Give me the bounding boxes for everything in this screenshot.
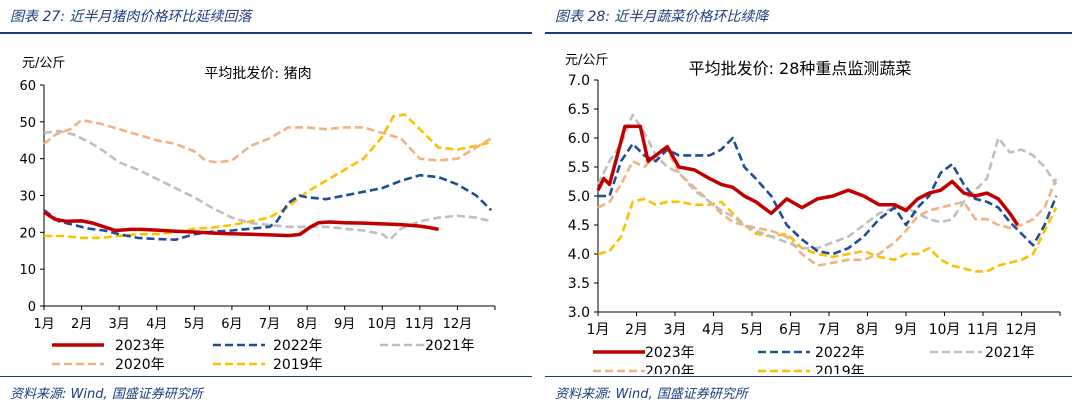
y-tick-label: 60 xyxy=(19,79,36,94)
series-line-2019年 xyxy=(44,113,492,240)
x-tick-label: 1月 xyxy=(587,322,610,338)
series-line-2021年 xyxy=(43,129,492,241)
x-tick-label: 7月 xyxy=(259,317,280,332)
y-tick-label: 6.5 xyxy=(568,102,590,118)
legend-label: 2021年 xyxy=(985,345,1035,361)
legend-label: 2022年 xyxy=(273,338,323,354)
x-tick-label: 5月 xyxy=(741,322,764,338)
y-tick-label: 4.5 xyxy=(568,218,590,234)
y-tick-label: 6.0 xyxy=(568,131,590,147)
legend-label: 2021年 xyxy=(425,338,475,354)
x-tick-label: 4月 xyxy=(146,317,167,332)
source-divider xyxy=(545,376,1072,377)
x-tick-label: 3月 xyxy=(109,317,130,332)
y-tick-label: 0 xyxy=(28,300,36,315)
x-tick-label: 9月 xyxy=(334,317,355,332)
y-tick-label: 4.0 xyxy=(568,247,590,263)
right-panel: 图表 28: 近半月蔬菜价格环比续降 平均批发价: 28种重点监测蔬菜 元/公斤 3… xyxy=(545,0,1080,409)
y-tick-label: 3.0 xyxy=(568,305,590,321)
chart-title: 平均批发价: 28种重点监测蔬菜 xyxy=(689,59,912,78)
x-tick-label: 8月 xyxy=(296,317,317,332)
x-tick-label: 11月 xyxy=(967,322,999,338)
y-tick-label: 7.0 xyxy=(568,73,590,89)
y-tick-label: 3.5 xyxy=(568,276,590,292)
y-axis-label: 元/公斤 xyxy=(22,56,65,71)
legend-label: 2020年 xyxy=(645,364,695,374)
legend-label: 2023年 xyxy=(115,338,165,354)
source-note: 资料来源: Wind, 国盛证券研究所 xyxy=(555,387,748,402)
x-tick-label: 6月 xyxy=(779,322,802,338)
figure-title: 图表 27: 近半月猪肉价格环比延续回落 xyxy=(10,9,252,25)
x-tick-label: 2月 xyxy=(625,322,648,338)
x-tick-label: 11月 xyxy=(405,317,435,332)
legend-label: 2019年 xyxy=(273,357,323,373)
series-line-2020年 xyxy=(597,148,1058,267)
x-tick-label: 6月 xyxy=(221,317,242,332)
source-note: 资料来源: Wind, 国盛证券研究所 xyxy=(10,387,203,402)
title-divider xyxy=(0,32,532,34)
pork-price-chart: 平均批发价: 猪肉 元/公斤 0 10 20 30 40 50 60 1月 2月 3月 4月 5月 6月 7月… xyxy=(19,56,496,373)
x-tick-label: 2月 xyxy=(71,317,92,332)
chart-title: 平均批发价: 猪肉 xyxy=(204,66,311,82)
legend-label: 2022年 xyxy=(815,345,865,361)
title-divider xyxy=(545,32,1072,34)
series-line-2023年 xyxy=(596,124,1020,226)
x-tick-label: 12月 xyxy=(443,317,473,332)
legend-label: 2019年 xyxy=(815,364,865,374)
legend-label: 2023年 xyxy=(645,345,695,361)
x-tick-label: 7月 xyxy=(818,322,841,338)
x-tick-label: 10月 xyxy=(929,322,961,338)
series-line-2022年 xyxy=(43,173,493,241)
series-line-2021年 xyxy=(596,113,1058,250)
x-tick-label: 8月 xyxy=(856,322,879,338)
y-tick-label: 50 xyxy=(19,116,36,131)
y-tick-label: 40 xyxy=(19,153,36,168)
figure-title: 图表 28: 近半月蔬菜价格环比续降 xyxy=(555,9,769,25)
series-line-2023年 xyxy=(43,210,439,238)
x-tick-label: 9月 xyxy=(895,322,918,338)
x-tick-label: 4月 xyxy=(702,322,725,338)
left-panel: 图表 27: 近半月猪肉价格环比延续回落 平均批发价: 猪肉 元/公斤 0 10 20 3… xyxy=(0,9,532,402)
series-line-2020年 xyxy=(43,118,492,164)
x-tick-label: 3月 xyxy=(664,322,687,338)
y-tick-label: 30 xyxy=(19,190,36,205)
legend-label: 2020年 xyxy=(115,357,165,373)
x-tick-label: 1月 xyxy=(33,317,54,332)
series-line-2019年 xyxy=(597,197,1058,273)
y-tick-label: 5.5 xyxy=(568,160,590,176)
y-tick-label: 10 xyxy=(19,263,36,278)
source-divider xyxy=(0,376,532,377)
y-axis-label: 元/公斤 xyxy=(565,53,608,68)
x-tick-label: 10月 xyxy=(367,317,397,332)
x-tick-label: 5月 xyxy=(184,317,205,332)
vegetable-price-chart: 平均批发价: 28种重点监测蔬菜 元/公斤 3.0 3.5 4.0 4.5 5.0 5.5 6.… xyxy=(565,53,1061,374)
y-tick-label: 20 xyxy=(19,226,36,241)
x-tick-label: 12月 xyxy=(1006,322,1038,338)
y-tick-label: 5.0 xyxy=(568,189,590,205)
